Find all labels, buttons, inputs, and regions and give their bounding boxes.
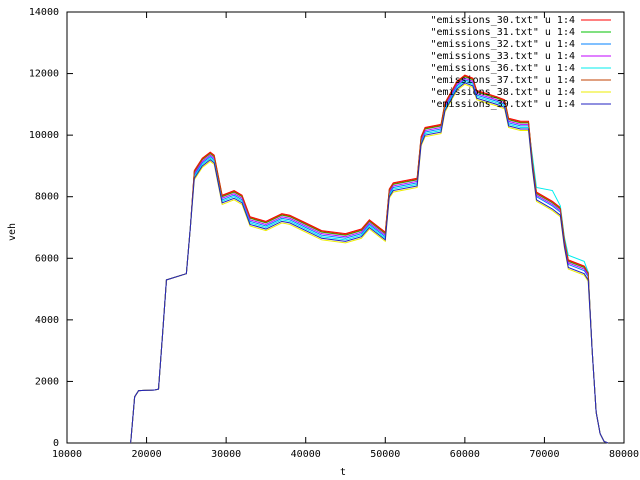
legend-label: "emissions_31.txt" u 1:4	[431, 27, 576, 38]
y-tick-label: 8000	[35, 192, 59, 203]
y-axis-label: veh	[7, 223, 18, 241]
legend-label: "emissions_33.txt" u 1:4	[431, 51, 576, 62]
x-tick-label: 70000	[529, 449, 559, 460]
y-tick-label: 12000	[29, 69, 59, 80]
legend-label: "emissions_38.txt" u 1:4	[431, 87, 576, 98]
series-line	[130, 82, 609, 444]
y-tick-label: 6000	[35, 253, 59, 264]
y-tick-label: 0	[53, 438, 59, 449]
plot-border	[66, 11, 625, 444]
legend-label: "emissions_36.txt" u 1:4	[431, 63, 576, 74]
legend-label: "emissions_30.txt" u 1:4	[431, 15, 576, 26]
x-tick-label: 10000	[52, 449, 82, 460]
y-tick-label: 4000	[35, 315, 59, 326]
legend-label: "emissions_32.txt" u 1:4	[431, 39, 576, 50]
x-tick-label: 20000	[132, 449, 162, 460]
y-tick-label: 2000	[35, 376, 59, 387]
x-axis-label: t	[340, 467, 346, 478]
x-tick-label: 30000	[211, 449, 241, 460]
x-tick-label: 80000	[609, 449, 639, 460]
x-tick-label: 60000	[450, 449, 480, 460]
x-tick-label: 40000	[291, 449, 321, 460]
x-tick-label: 50000	[370, 449, 400, 460]
series-line	[130, 75, 609, 444]
y-tick-label: 10000	[29, 130, 59, 141]
legend-label: "emissions_37.txt" u 1:4	[431, 75, 576, 86]
y-tick-label: 14000	[29, 7, 59, 18]
legend-label: "emissions_39.txt" u 1:4	[431, 99, 576, 110]
